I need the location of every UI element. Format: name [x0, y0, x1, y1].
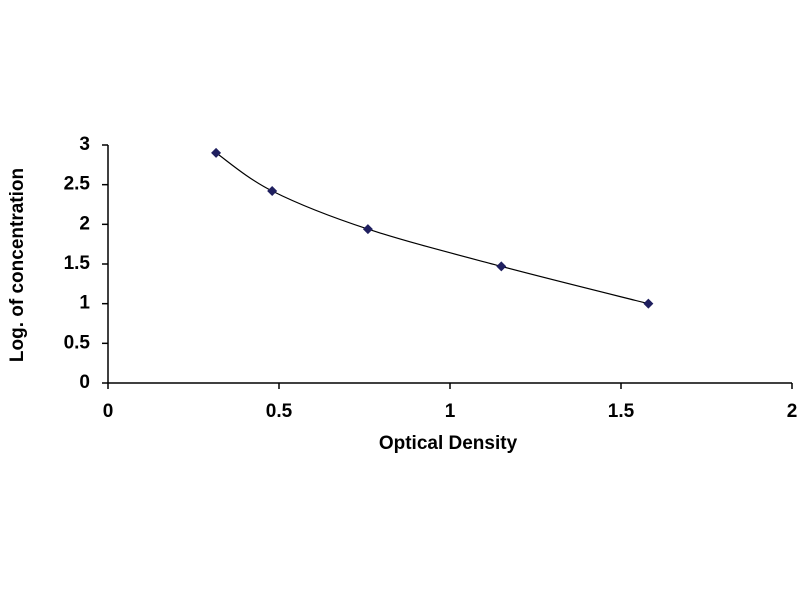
x-tick-label: 2 — [787, 401, 798, 422]
y-tick-label: 0 — [79, 372, 90, 393]
data-point — [267, 186, 278, 197]
y-tick-label: 1 — [79, 293, 90, 314]
trend-line — [215, 152, 649, 305]
x-tick-label: 0.5 — [266, 401, 293, 422]
x-tick-label: 0 — [103, 401, 114, 422]
y-tick-label: 0.5 — [64, 332, 91, 353]
y-tick-label: 2 — [79, 213, 90, 234]
y-tick-label: 2.5 — [64, 174, 91, 195]
y-tick-label: 3 — [79, 134, 90, 155]
y-tick-label: 1.5 — [64, 253, 91, 274]
x-axis-label: Optical Density — [379, 433, 518, 454]
data-point — [362, 224, 373, 235]
y-axis-label: Log. of concentration — [7, 168, 28, 362]
x-tick-label: 1.5 — [608, 401, 635, 422]
data-point — [211, 147, 222, 158]
data-point — [643, 298, 654, 309]
data-point — [496, 261, 507, 272]
x-tick-label: 1 — [445, 401, 456, 422]
